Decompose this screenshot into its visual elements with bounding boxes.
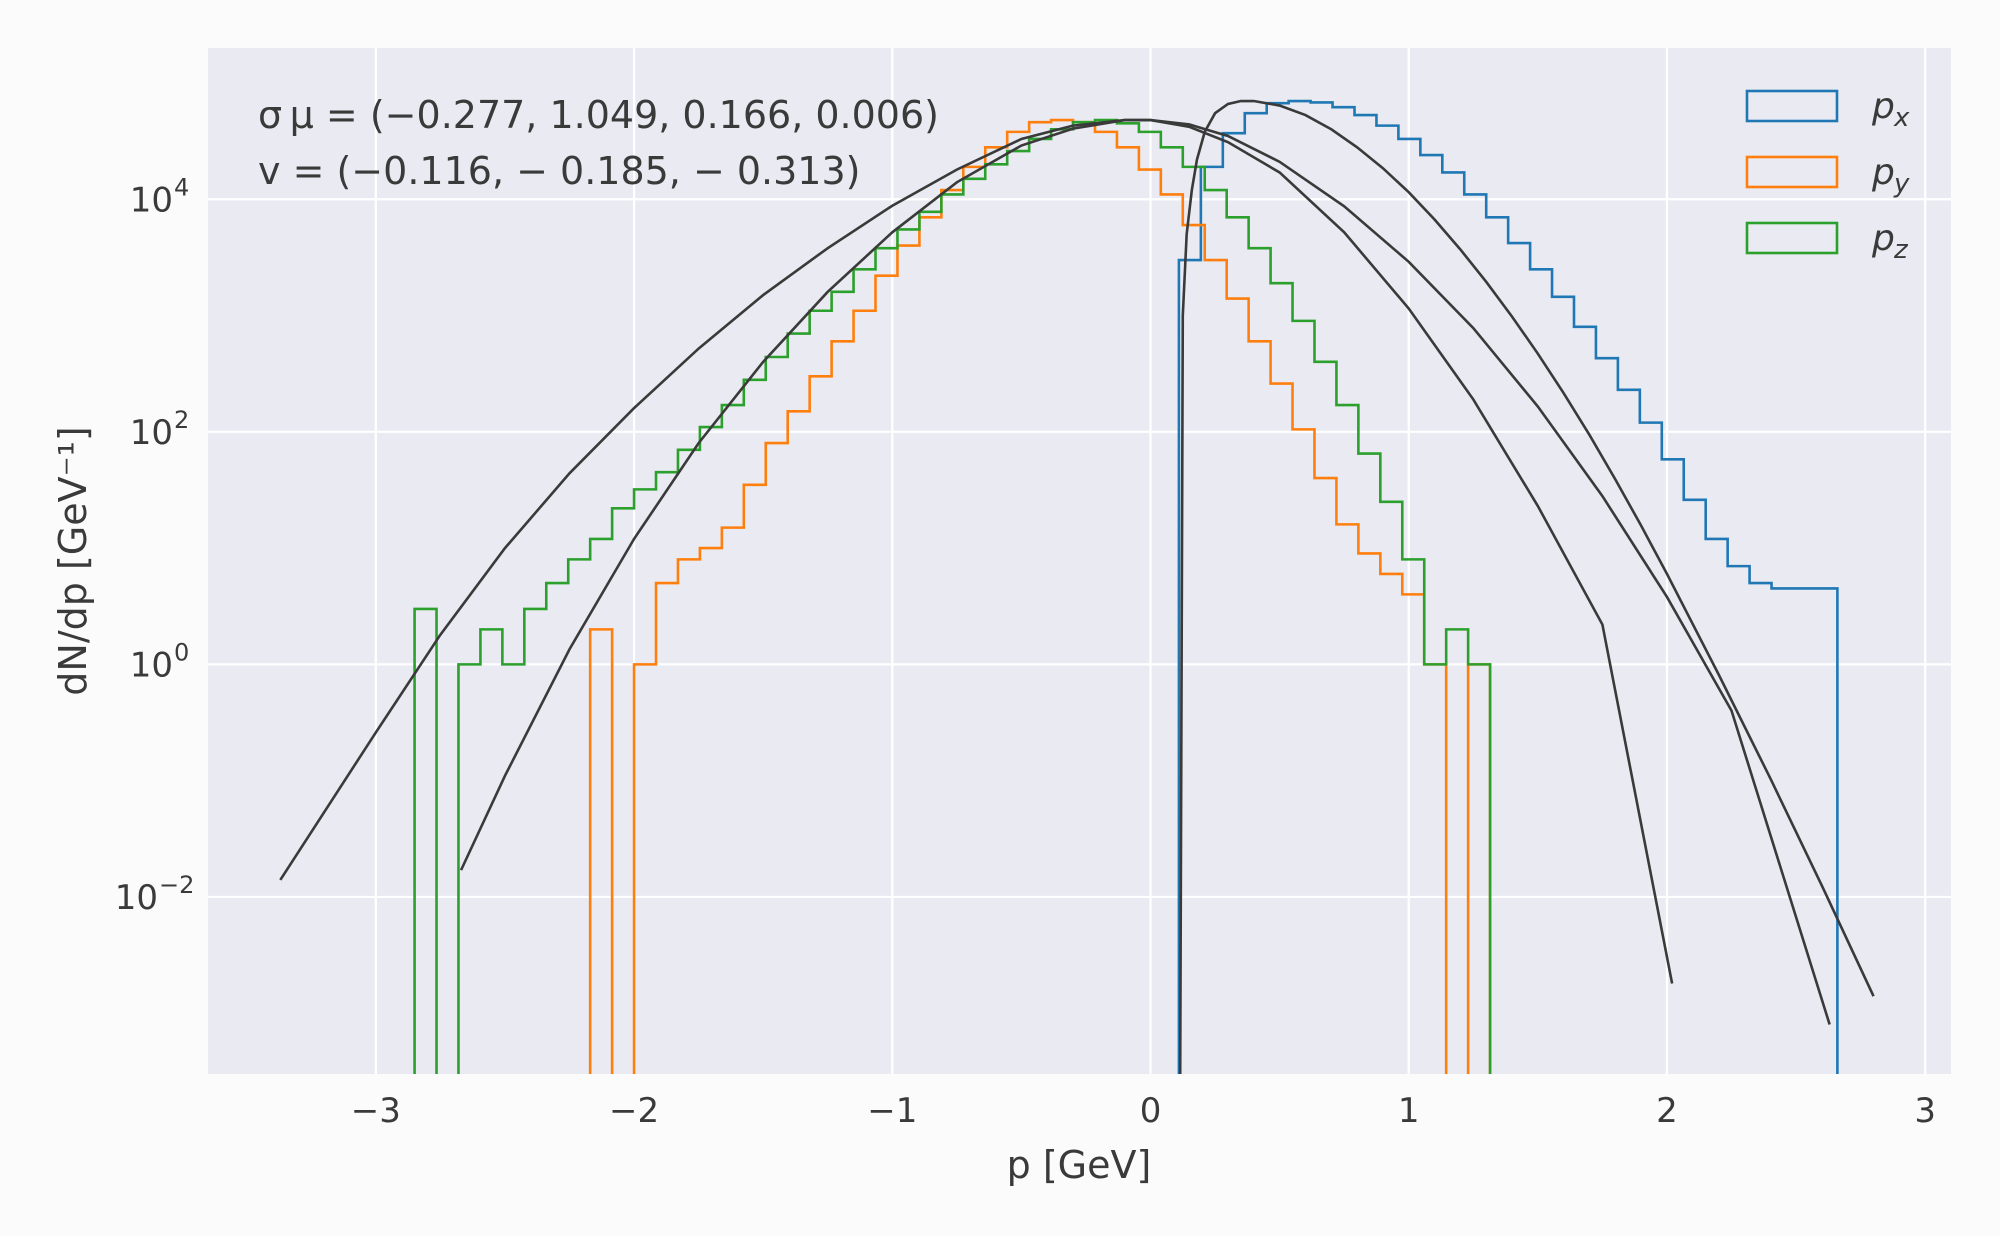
y-tick-exponent: −2 — [159, 871, 194, 899]
x-tick-label: −3 — [351, 1091, 401, 1131]
legend-swatch — [1745, 155, 1839, 189]
x-axis-label: p [GeV] — [1007, 1143, 1152, 1187]
fit_z-curve — [279, 118, 1674, 984]
legend-label: p — [1871, 152, 1895, 193]
x-tick-label: 1 — [1398, 1091, 1420, 1131]
plot-contents — [279, 99, 1875, 1074]
y-tick-label: 10 4 — [130, 173, 190, 220]
x-tick-label: 0 — [1140, 1091, 1162, 1131]
histogram-p_z — [413, 118, 1492, 1074]
y-tick-exponent: 0 — [174, 638, 189, 666]
fit_x-curve — [1178, 99, 1875, 1074]
histogram-outline-p_y — [588, 118, 1492, 1074]
histogram-p_x — [1177, 99, 1839, 1074]
y-tick-label: 10 2 — [130, 406, 190, 453]
legend-label-subscript: x — [1893, 103, 1910, 133]
y-tick-base: 10 — [115, 878, 158, 918]
y-tick-base: 10 — [130, 180, 173, 220]
y-tick-label: 10 0 — [130, 638, 190, 685]
plot-area-background — [208, 48, 1951, 1074]
sigma-annotation: σ μ = (−0.277, 1.049, 0.166, 0.006) — [258, 93, 939, 137]
y-axis-label: dN/dp [GeV⁻¹] — [51, 426, 95, 695]
histogram-outline-p_x — [1177, 99, 1839, 1074]
legend-swatch — [1745, 221, 1839, 255]
y-tick-exponent: 2 — [174, 406, 189, 434]
y-tick-base: 10 — [130, 413, 173, 453]
legend-label-subscript: y — [1893, 169, 1910, 199]
y-tick-label: 10 −2 — [115, 871, 195, 918]
x-tick-label: 3 — [1914, 1091, 1936, 1131]
x-tick-label: −1 — [867, 1091, 917, 1131]
histogram-p_y — [588, 118, 1492, 1074]
x-tick-labels: −3 −2 −1 0 1 2 3 — [351, 1091, 1936, 1131]
x-tick-label: 2 — [1656, 1091, 1678, 1131]
legend-label: p — [1871, 218, 1895, 259]
x-tick-label: −2 — [609, 1091, 659, 1131]
velocity-annotation: v = (−0.116, − 0.185, − 0.313) — [258, 149, 861, 193]
legend-label: p — [1871, 86, 1895, 127]
y-tick-base: 10 — [130, 645, 173, 685]
legend-label-subscript: z — [1893, 235, 1909, 265]
y-tick-exponent: 4 — [174, 173, 189, 201]
legend-swatch — [1745, 89, 1839, 123]
fit-curves — [279, 99, 1875, 1074]
histograms — [413, 99, 1839, 1074]
legend: p xp yp z — [1745, 86, 1910, 265]
histogram-outline-p_z — [413, 118, 1492, 1074]
